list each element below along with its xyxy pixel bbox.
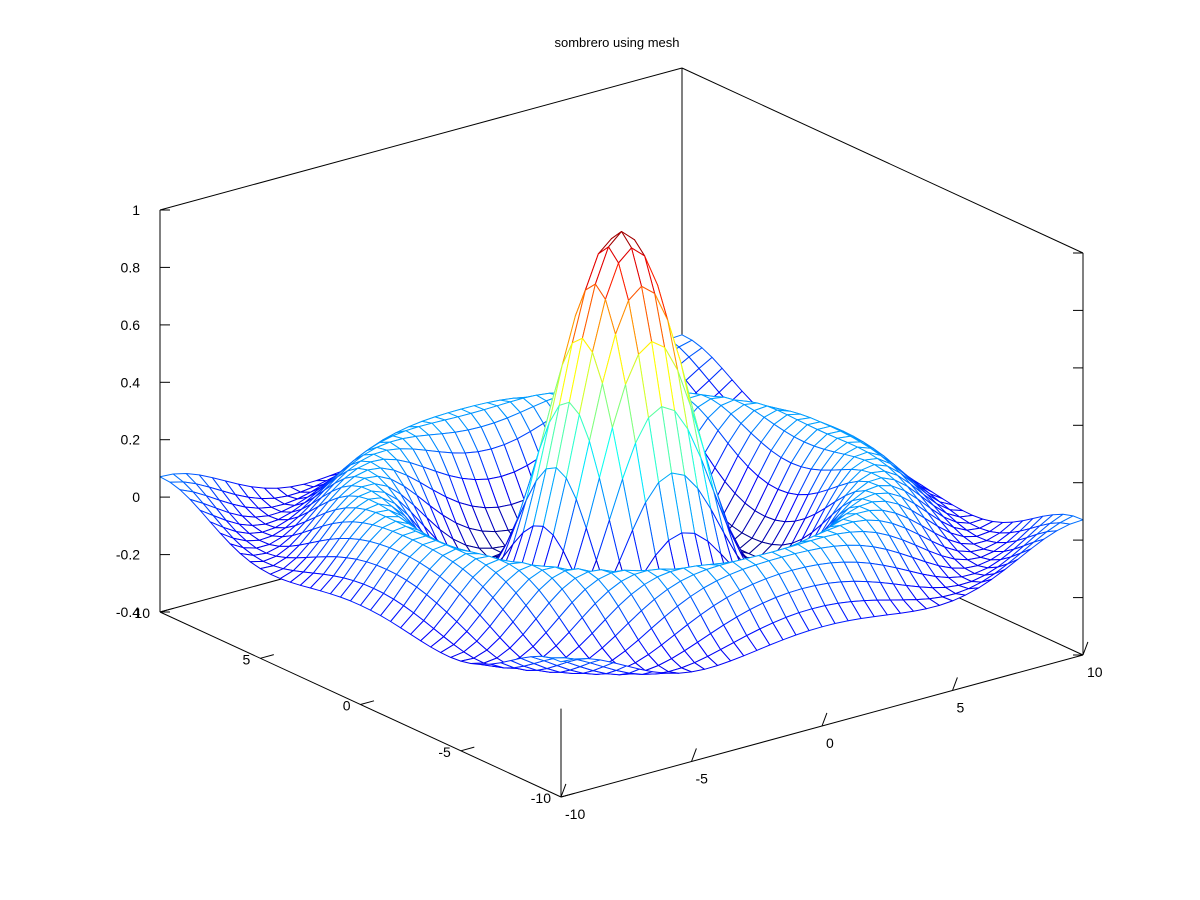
- x-tick-mark: [159, 607, 174, 613]
- y-tick-mark: [691, 748, 697, 762]
- y-tick-label: 0: [826, 735, 834, 751]
- y-tick-label: -5: [696, 771, 709, 787]
- z-tick-label: 0.8: [121, 259, 141, 275]
- y-tick-mark: [821, 712, 828, 727]
- z-tick-label: 0.6: [121, 317, 141, 333]
- x-tick-mark: [360, 700, 375, 705]
- y-tick-mark: [560, 783, 567, 798]
- z-tick-label: 1: [132, 202, 140, 218]
- y-tick-mark: [1082, 641, 1089, 656]
- z-tick-label: -0.4: [116, 604, 140, 620]
- z-tick-label: 0: [132, 489, 140, 505]
- z-tick-label: 0.2: [121, 432, 141, 448]
- mesh-cell: [550, 657, 575, 663]
- x-tick-label: 5: [243, 651, 251, 667]
- y-tick-label: 5: [957, 700, 965, 716]
- x-tick-mark: [260, 654, 274, 659]
- x-tick-label: 10: [134, 605, 150, 621]
- box-edge-top-right: [681, 67, 1084, 254]
- box-edge-top-left: [159, 67, 683, 211]
- z-tick-label: 0.4: [121, 374, 141, 390]
- mesh-surface: [159, 231, 1084, 676]
- y-tick-label: 10: [1087, 664, 1103, 680]
- chart-title: sombrero using mesh: [555, 35, 680, 50]
- z-tick-label: -0.2: [116, 547, 140, 563]
- x-tick-mark: [560, 792, 575, 798]
- axis-ticks: -0.4 -0.2 0 0.2 0.4 0.6 0.8 1 10 5 0 -5 -10 10 5 0 -5 -10: [116, 202, 1103, 822]
- x-tick-label: 0: [343, 698, 351, 714]
- y-tick-label: -10: [565, 806, 585, 822]
- x-tick-mark: [460, 746, 475, 752]
- x-tick-label: -5: [438, 744, 451, 760]
- y-tick-mark: [952, 677, 958, 691]
- x-tick-label: -10: [531, 790, 551, 806]
